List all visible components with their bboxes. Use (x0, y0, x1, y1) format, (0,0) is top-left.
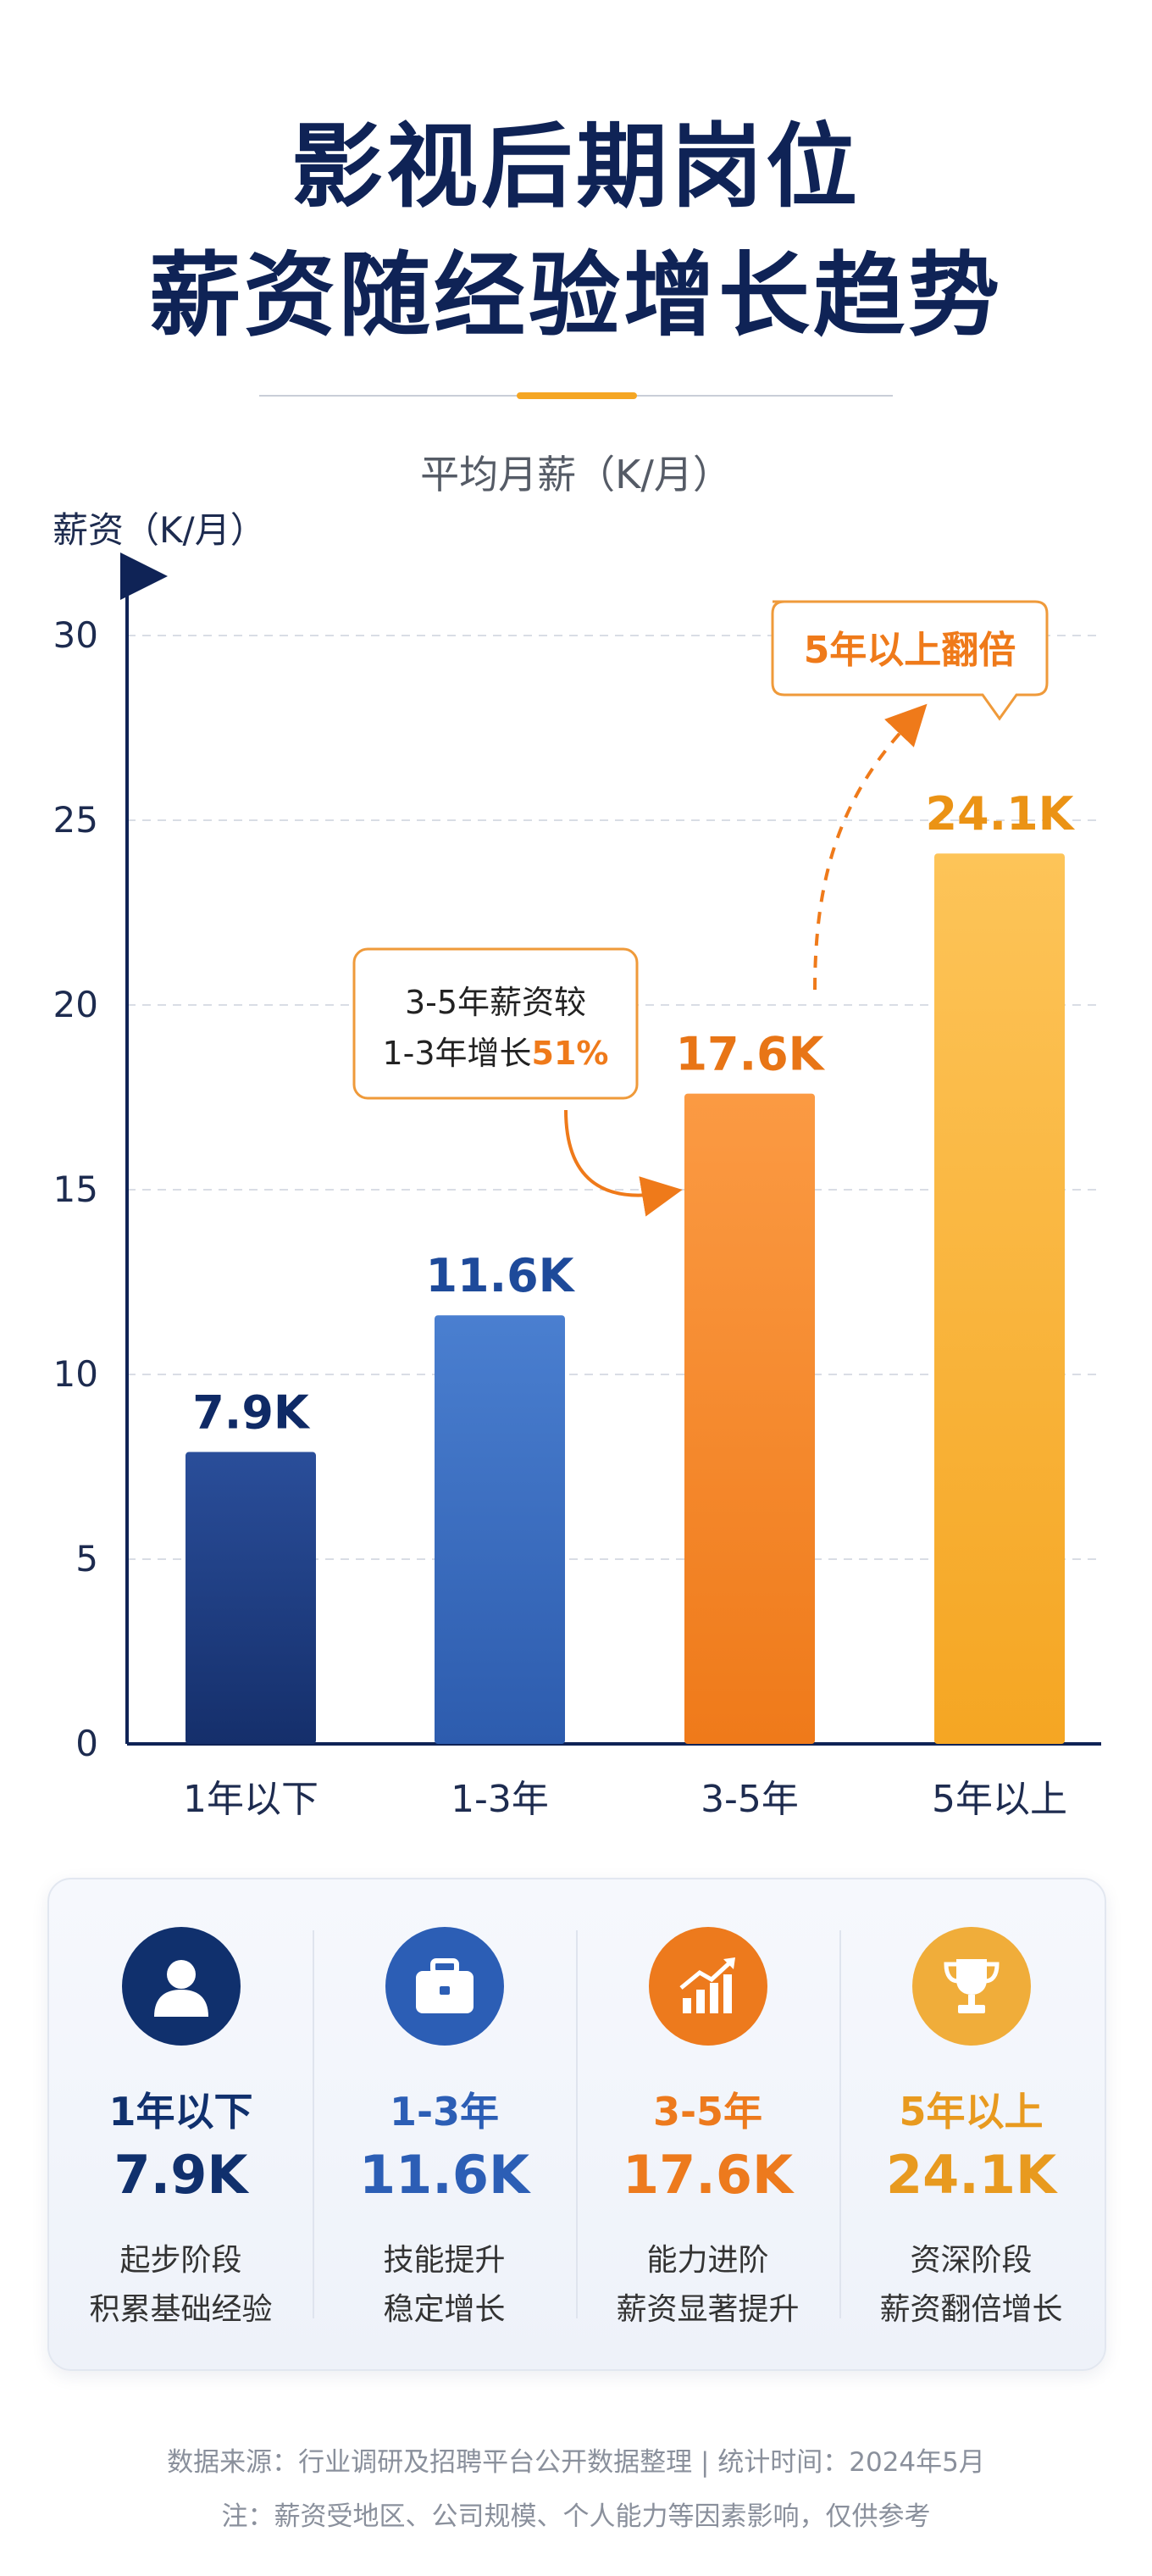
summary-column-4: 5年以上 24.1K 资深阶段 薪资翻倍增长 (839, 1879, 1103, 2369)
bar-value-label: 7.9K (192, 1386, 311, 1440)
y-tick-label: 30 (53, 614, 98, 656)
bar-3 (684, 1093, 815, 1744)
x-category-label: 3-5年 (701, 1778, 799, 1821)
double-annotation-box (771, 600, 1049, 721)
bar-value-label: 24.1K (925, 787, 1075, 841)
summary-range: 1年以下 (108, 2089, 253, 2135)
salary-bar-chart: 薪资（K/月） 0 5 10 15 20 25 30 7.9K 11.6K 17.6K 24.1K… (53, 509, 1101, 1821)
summary-desc-1: 资深阶段 (910, 2243, 1033, 2278)
value-labels: 7.9K 11.6K 17.6K 24.1K (192, 787, 1075, 1439)
summary-range: 1-3年 (389, 2089, 500, 2135)
growth-chart-icon (649, 1927, 767, 2046)
summary-desc-2: 薪资翻倍增长 (879, 2292, 1063, 2327)
growth-annotation-highlight: 51% (532, 1035, 609, 1072)
chart-subtitle: 平均月薪（K/月） (420, 452, 732, 497)
page-title-line-2: 薪资随经验增长趋势 (148, 243, 1003, 349)
disclaimer-note: 注：薪资受地区、公司规模、个人能力等因素影响，仅供参考 (221, 2501, 931, 2532)
y-tick-label: 15 (53, 1169, 98, 1210)
summary-divider (313, 1930, 314, 2318)
y-tick-label: 10 (53, 1353, 98, 1395)
bar-4 (934, 853, 1065, 1744)
y-tick-label: 0 (75, 1723, 98, 1764)
summary-desc-1: 能力进阶 (646, 2243, 769, 2278)
summary-desc-1: 技能提升 (383, 2243, 506, 2278)
summary-value: 17.6K (622, 2144, 793, 2206)
summary-range: 5年以上 (899, 2089, 1044, 2135)
double-annotation: 5年以上翻倍 (771, 600, 1049, 991)
y-tick-label: 20 (53, 984, 98, 1025)
summary-value: 11.6K (358, 2144, 529, 2206)
growth-annotation-line-2: 1-3年增长51% (382, 1035, 608, 1072)
growth-annotation-prefix: 1-3年增长 (382, 1035, 531, 1072)
summary-column-1: 1年以下 7.9K 起步阶段 积累基础经验 (49, 1879, 313, 2369)
summary-value: 24.1K (885, 2144, 1056, 2206)
double-annotation-arrow (813, 703, 928, 991)
summary-desc-2: 薪资显著提升 (616, 2292, 800, 2327)
y-tick-label: 5 (75, 1538, 98, 1579)
bar-value-label: 17.6K (675, 1028, 825, 1081)
summary-divider (839, 1930, 841, 2318)
growth-annotation-arrow (564, 1109, 683, 1217)
y-tick-labels: 0 5 10 15 20 25 30 (53, 614, 98, 1764)
user-icon (122, 1927, 241, 2046)
x-category-label: 1年以下 (183, 1778, 318, 1821)
summary-column-2: 1-3年 11.6K 技能提升 稳定增长 (313, 1879, 576, 2369)
bar-value-label: 11.6K (425, 1249, 575, 1302)
summary-range: 3-5年 (652, 2089, 763, 2135)
bars (186, 853, 1065, 1744)
page-title-line-1: 影视后期岗位 (291, 114, 861, 220)
x-category-labels: 1年以下 1-3年 3-5年 5年以上 (183, 1778, 1067, 1821)
title-divider-accent (517, 392, 637, 399)
double-annotation-text: 5年以上翻倍 (804, 629, 1016, 672)
bar-1 (186, 1452, 316, 1744)
y-tick-label: 25 (53, 799, 98, 841)
growth-annotation-line-1: 3-5年薪资较 (405, 984, 586, 1021)
summary-desc-2: 稳定增长 (383, 2292, 506, 2327)
growth-annotation-box (352, 947, 639, 1100)
trophy-icon (912, 1927, 1031, 2046)
summary-card: 1年以下 7.9K 起步阶段 积累基础经验 1-3年 11.6K 技能提升 稳定… (47, 1878, 1106, 2371)
summary-desc-2: 积累基础经验 (89, 2292, 273, 2327)
x-category-label: 1-3年 (451, 1778, 549, 1821)
y-axis-title: 薪资（K/月） (53, 509, 266, 551)
summary-divider (576, 1930, 578, 2318)
summary-desc-1: 起步阶段 (119, 2243, 242, 2278)
x-category-label: 5年以上 (932, 1778, 1067, 1821)
growth-annotation: 3-5年薪资较 1-3年增长51% (352, 947, 683, 1217)
briefcase-icon (385, 1927, 504, 2046)
summary-value: 7.9K (114, 2144, 248, 2206)
summary-column-3: 3-5年 17.6K 能力进阶 薪资显著提升 (576, 1879, 839, 2369)
data-source-note: 数据来源：行业调研及招聘平台公开数据整理 | 统计时间：2024年5月 (167, 2447, 985, 2478)
bar-2 (435, 1315, 565, 1744)
